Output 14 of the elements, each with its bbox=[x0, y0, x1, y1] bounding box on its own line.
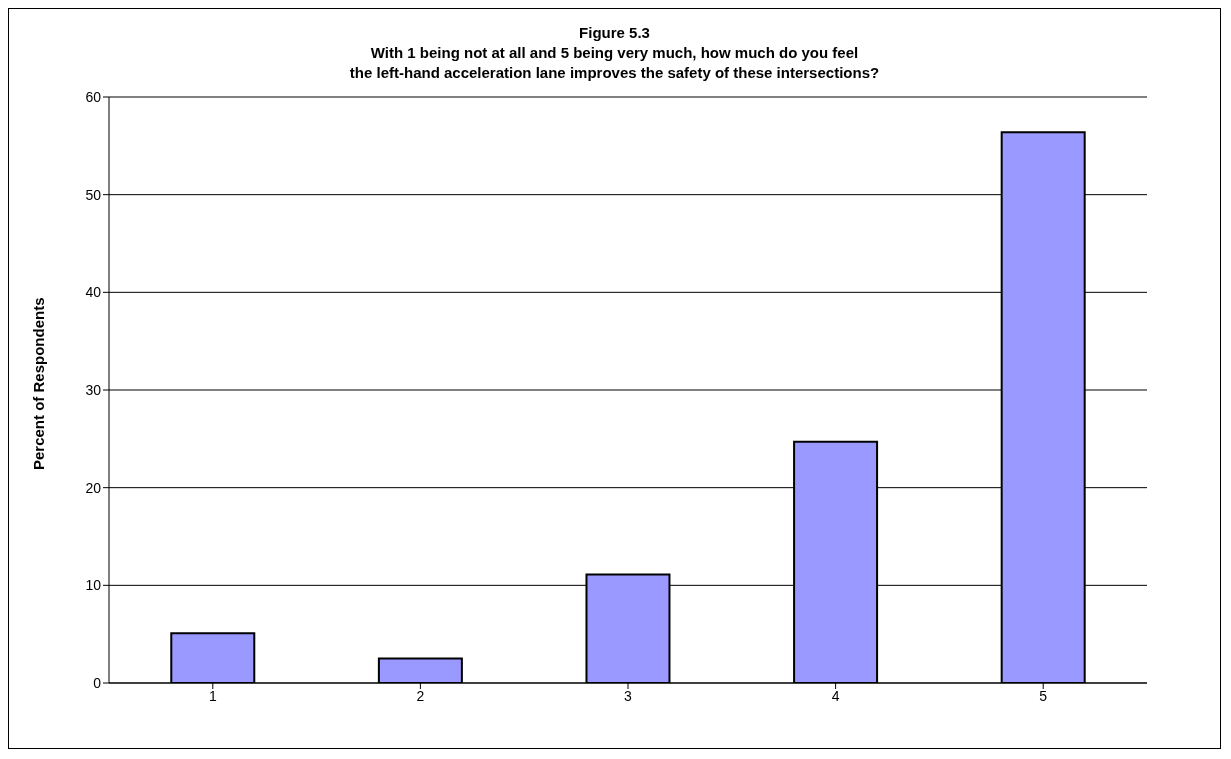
y-tick-label: 40 bbox=[85, 284, 102, 301]
y-tick-label: 10 bbox=[85, 577, 102, 594]
y-axis-title: Percent of Respondents bbox=[30, 297, 48, 470]
y-tick-label: 50 bbox=[85, 186, 102, 203]
y-tick-label: 20 bbox=[85, 479, 102, 496]
x-tick-label: 1 bbox=[208, 687, 217, 704]
chart-title: Figure 5.3 With 1 being not at all and 5 being very much, how much do you feel the left-hand acceleration lane improves the safety of these intersections? bbox=[348, 23, 881, 83]
y-tick-label: 60 bbox=[85, 88, 102, 105]
y-tick-label: 0 bbox=[93, 674, 102, 691]
y-tick-label: 30 bbox=[85, 381, 102, 398]
x-tick-label: 3 bbox=[624, 687, 633, 704]
x-tick-label: 4 bbox=[831, 687, 840, 704]
x-tick-label: 2 bbox=[416, 687, 425, 704]
x-tick-label: 5 bbox=[1039, 687, 1048, 704]
